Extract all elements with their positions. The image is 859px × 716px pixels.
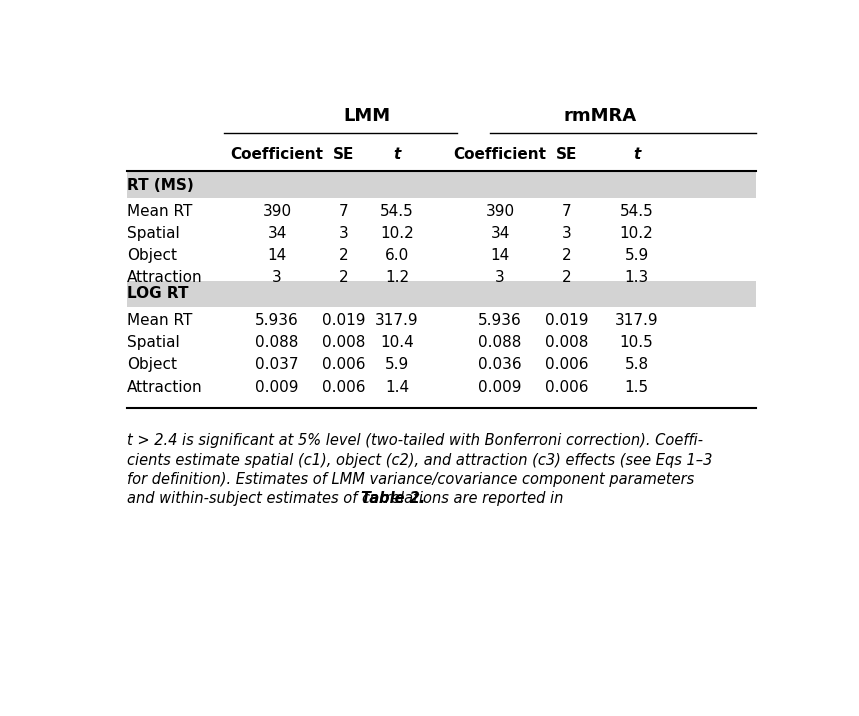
Text: 317.9: 317.9 xyxy=(375,313,419,328)
Text: 3: 3 xyxy=(272,270,282,285)
Text: cients estimate spatial (c1), object (c2), and attraction (c3) effects (see Eqs : cients estimate spatial (c1), object (c2… xyxy=(127,453,713,468)
Text: Attraction: Attraction xyxy=(127,270,203,285)
Text: LMM: LMM xyxy=(344,107,391,125)
Text: 7: 7 xyxy=(339,203,349,218)
Text: 3: 3 xyxy=(562,226,571,241)
Text: 10.4: 10.4 xyxy=(380,335,414,350)
Text: 5.936: 5.936 xyxy=(478,313,522,328)
Text: Object: Object xyxy=(127,248,177,263)
Text: 1.2: 1.2 xyxy=(385,270,409,285)
Text: 54.5: 54.5 xyxy=(619,203,654,218)
Text: 0.009: 0.009 xyxy=(255,380,299,395)
Text: 0.006: 0.006 xyxy=(322,357,365,372)
Text: 5.9: 5.9 xyxy=(385,357,409,372)
Text: 0.088: 0.088 xyxy=(478,335,521,350)
Text: 6.0: 6.0 xyxy=(385,248,409,263)
Text: rmMRA: rmMRA xyxy=(564,107,637,125)
Text: Object: Object xyxy=(127,357,177,372)
Text: LOG RT: LOG RT xyxy=(127,286,189,301)
Text: RT (MS): RT (MS) xyxy=(127,178,194,193)
Text: 14: 14 xyxy=(490,248,509,263)
Text: and within-subject estimates of correlations are reported in: and within-subject estimates of correlat… xyxy=(127,491,569,506)
Text: 0.019: 0.019 xyxy=(545,313,588,328)
Text: Coefficient: Coefficient xyxy=(230,147,324,163)
Text: Spatial: Spatial xyxy=(127,335,180,350)
Text: 0.006: 0.006 xyxy=(545,380,588,395)
Text: 0.008: 0.008 xyxy=(545,335,588,350)
Text: 0.036: 0.036 xyxy=(478,357,522,372)
Text: 2: 2 xyxy=(562,248,571,263)
Text: 0.037: 0.037 xyxy=(255,357,299,372)
Text: 0.006: 0.006 xyxy=(545,357,588,372)
Text: 3: 3 xyxy=(496,270,505,285)
Text: 1.4: 1.4 xyxy=(385,380,409,395)
Text: 34: 34 xyxy=(267,226,287,241)
Text: Mean RT: Mean RT xyxy=(127,313,192,328)
Text: 390: 390 xyxy=(485,203,515,218)
Text: 10.5: 10.5 xyxy=(619,335,654,350)
Text: 7: 7 xyxy=(562,203,571,218)
Text: Mean RT: Mean RT xyxy=(127,203,192,218)
Text: Attraction: Attraction xyxy=(127,380,203,395)
Text: 2: 2 xyxy=(339,270,349,285)
Text: Table 2.: Table 2. xyxy=(361,491,425,506)
Text: 0.008: 0.008 xyxy=(322,335,365,350)
Text: 5.9: 5.9 xyxy=(624,248,649,263)
Text: 0.009: 0.009 xyxy=(478,380,522,395)
Text: 14: 14 xyxy=(267,248,287,263)
Text: Spatial: Spatial xyxy=(127,226,180,241)
Bar xyxy=(127,172,757,198)
Text: 0.019: 0.019 xyxy=(322,313,365,328)
Text: 0.088: 0.088 xyxy=(255,335,299,350)
Text: t: t xyxy=(393,147,400,163)
Text: 34: 34 xyxy=(490,226,510,241)
Text: t: t xyxy=(633,147,640,163)
Bar xyxy=(127,281,757,307)
Text: 10.2: 10.2 xyxy=(619,226,654,241)
Text: 1.5: 1.5 xyxy=(624,380,649,395)
Text: 317.9: 317.9 xyxy=(615,313,659,328)
Text: 54.5: 54.5 xyxy=(380,203,414,218)
Text: for definition). Estimates of LMM variance/covariance component parameters: for definition). Estimates of LMM varian… xyxy=(127,472,695,487)
Text: 5.936: 5.936 xyxy=(255,313,299,328)
Text: 2: 2 xyxy=(562,270,571,285)
Text: 2: 2 xyxy=(339,248,349,263)
Text: 390: 390 xyxy=(263,203,292,218)
Text: t > 2.4 is significant at 5% level (two-tailed with Bonferroni correction). Coef: t > 2.4 is significant at 5% level (two-… xyxy=(127,433,704,448)
Text: 10.2: 10.2 xyxy=(380,226,414,241)
Text: 5.8: 5.8 xyxy=(624,357,649,372)
Text: 0.006: 0.006 xyxy=(322,380,365,395)
Text: Coefficient: Coefficient xyxy=(454,147,546,163)
Text: SE: SE xyxy=(556,147,577,163)
Text: 3: 3 xyxy=(338,226,349,241)
Text: 1.3: 1.3 xyxy=(624,270,649,285)
Text: SE: SE xyxy=(333,147,355,163)
